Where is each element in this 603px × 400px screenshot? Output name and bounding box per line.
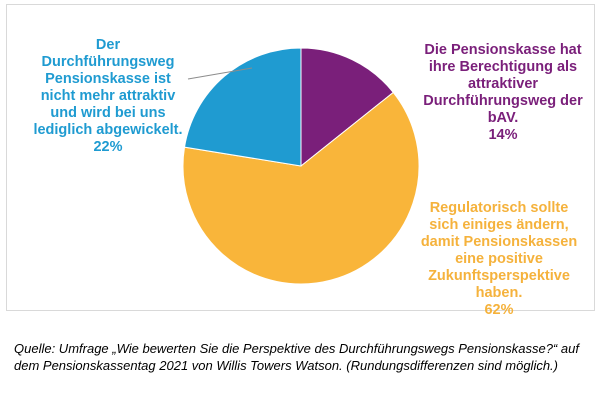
slice-abgewickelt (183, 47, 302, 167)
slice-label-text: Die Pensionskasse hat ihre Berechtigung … (423, 42, 583, 126)
slice-label-abgewickelt: Der Durchführungsweg Pensionskasse ist n… (28, 20, 188, 173)
source-caption: Quelle: Umfrage „Wie bewerten Sie die Pe… (14, 341, 579, 373)
leader-line (187, 67, 253, 80)
slice-berechtigung (300, 47, 394, 168)
slice-label-berechtigung: Die Pensionskasse hat ihre Berechtigung … (408, 25, 598, 161)
slice-value-label: 22% (93, 139, 123, 155)
slice-value-label: 14% (488, 127, 518, 143)
slice-value-label: 62% (484, 302, 514, 318)
slice-label-text: Regulatorisch sollte sich einiges ändern… (420, 200, 578, 301)
slice-regulatorisch (182, 91, 420, 285)
slice-label-regulatorisch: Regulatorisch sollte sich einiges ändern… (404, 183, 594, 336)
slice-label-text: Der Durchführungsweg Pensionskasse ist n… (33, 37, 183, 138)
